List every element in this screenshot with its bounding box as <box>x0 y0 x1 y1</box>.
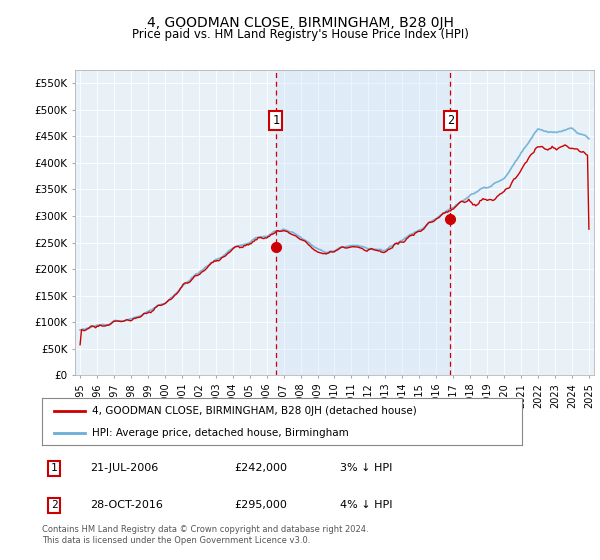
Text: £242,000: £242,000 <box>234 463 287 473</box>
Text: 3% ↓ HPI: 3% ↓ HPI <box>340 463 392 473</box>
Text: 2: 2 <box>50 501 58 510</box>
Text: Contains HM Land Registry data © Crown copyright and database right 2024.
This d: Contains HM Land Registry data © Crown c… <box>42 525 368 545</box>
Text: Price paid vs. HM Land Registry's House Price Index (HPI): Price paid vs. HM Land Registry's House … <box>131 28 469 41</box>
Text: HPI: Average price, detached house, Birmingham: HPI: Average price, detached house, Birm… <box>92 428 349 438</box>
Text: 28-OCT-2016: 28-OCT-2016 <box>90 501 163 510</box>
Text: 2: 2 <box>447 114 454 127</box>
Bar <box>276 70 451 375</box>
Text: 4, GOODMAN CLOSE, BIRMINGHAM, B28 0JH (detached house): 4, GOODMAN CLOSE, BIRMINGHAM, B28 0JH (d… <box>92 406 417 416</box>
Text: 21-JUL-2006: 21-JUL-2006 <box>90 463 158 473</box>
Text: 4, GOODMAN CLOSE, BIRMINGHAM, B28 0JH: 4, GOODMAN CLOSE, BIRMINGHAM, B28 0JH <box>146 16 454 30</box>
Text: 1: 1 <box>272 114 280 127</box>
Text: 1: 1 <box>50 463 58 473</box>
Text: £295,000: £295,000 <box>234 501 287 510</box>
Text: 4% ↓ HPI: 4% ↓ HPI <box>340 501 392 510</box>
